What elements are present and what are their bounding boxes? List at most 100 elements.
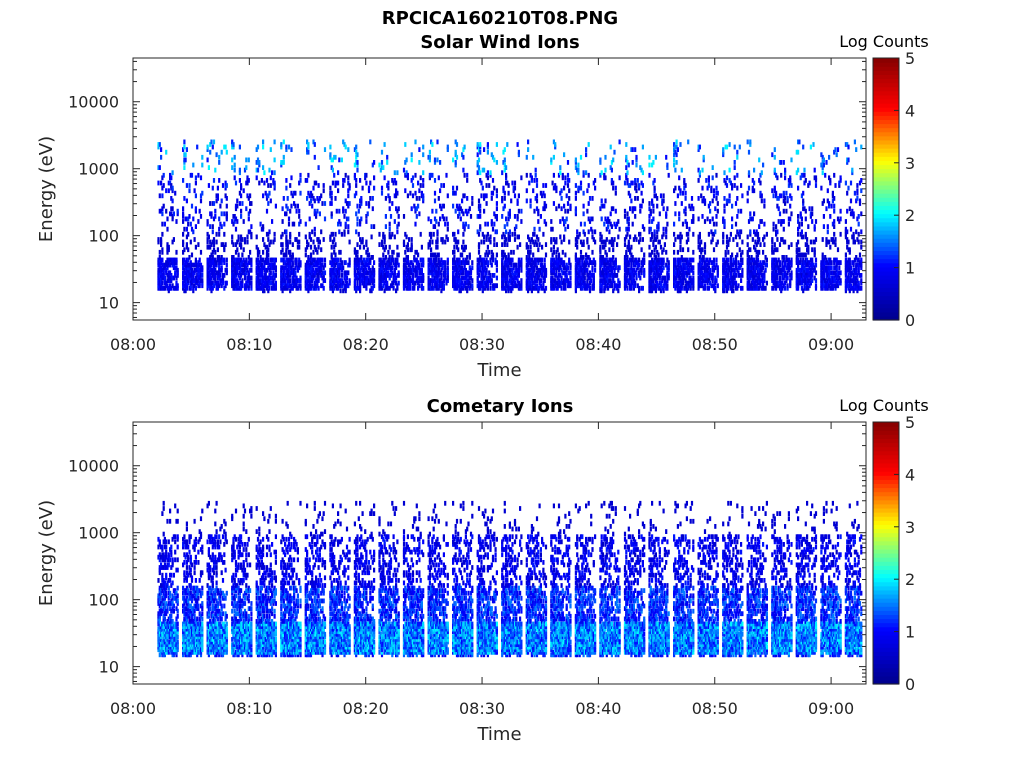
data-cell [623, 180, 627, 186]
data-cell [599, 157, 602, 163]
data-cell [272, 178, 275, 183]
data-cell [207, 278, 210, 283]
data-cell [582, 255, 585, 260]
data-cell [263, 280, 266, 286]
data-cell [161, 249, 164, 255]
data-cell [273, 231, 276, 237]
data-cell [284, 285, 287, 291]
data-cell [218, 160, 221, 165]
data-cell [707, 183, 710, 188]
data-cell [431, 208, 434, 214]
data-cell [495, 188, 498, 194]
data-cell [569, 203, 572, 209]
data-cell [741, 257, 744, 263]
data-cell [188, 270, 191, 276]
data-cell [361, 237, 364, 242]
data-cell [520, 208, 523, 214]
data-cell [194, 267, 197, 273]
data-cell [284, 280, 287, 286]
data-cell [271, 285, 274, 291]
data-cell [236, 267, 239, 273]
data-cell [289, 234, 292, 240]
data-cell [759, 180, 762, 186]
data-cell [334, 196, 337, 201]
data-cell [418, 211, 421, 217]
data-cell [680, 201, 683, 206]
data-cell [469, 214, 473, 219]
data-cell [185, 270, 188, 276]
data-cell [626, 211, 629, 217]
data-cell [282, 267, 285, 273]
data-cell [291, 193, 294, 199]
data-cell [364, 270, 367, 276]
data-cell [184, 285, 187, 291]
data-cell [422, 193, 425, 199]
data-cell [269, 270, 272, 276]
data-cell [317, 265, 320, 271]
data-cell [170, 211, 173, 217]
data-cell [188, 183, 191, 188]
data-cell [329, 278, 332, 283]
data-cell [206, 280, 209, 286]
data-cell [586, 267, 589, 273]
data-cell [304, 221, 307, 227]
data-cell [286, 262, 289, 268]
data-cell [658, 239, 661, 245]
data-cell [532, 252, 535, 258]
data-cell [250, 234, 253, 240]
data-cell [684, 183, 687, 188]
data-cell [315, 260, 318, 265]
data-cell [308, 193, 311, 199]
data-cell [274, 257, 277, 263]
data-cell [294, 265, 297, 271]
data-cell [182, 211, 185, 217]
data-cell [250, 262, 253, 268]
data-cell [652, 203, 655, 209]
data-cell [215, 231, 218, 237]
data-cell [371, 255, 374, 260]
data-cell [442, 216, 445, 222]
data-cell [333, 257, 336, 263]
data-cell [342, 183, 345, 188]
data-cell [307, 144, 310, 150]
data-cell [366, 247, 369, 253]
data-cell [194, 285, 197, 291]
data-cell [250, 285, 253, 291]
data-cell [634, 196, 637, 201]
data-cell [282, 265, 285, 271]
data-cell [223, 221, 226, 227]
data-cell [296, 267, 299, 273]
data-cell [296, 285, 299, 291]
data-cell [190, 252, 194, 258]
data-cell [343, 214, 346, 219]
data-cell [616, 273, 619, 278]
data-cell [318, 239, 321, 245]
data-cell [370, 234, 373, 240]
data-cell [265, 255, 269, 260]
data-cell [387, 249, 390, 255]
data-cell [169, 211, 172, 217]
data-cell [331, 257, 334, 263]
data-cell [199, 273, 203, 278]
data-cell [231, 257, 234, 263]
data-cell [684, 190, 687, 196]
data-cell [468, 252, 471, 258]
data-cell [160, 285, 163, 291]
data-cell [307, 260, 310, 265]
data-cell [255, 244, 258, 250]
data-cell [182, 206, 185, 212]
data-cell [489, 285, 492, 291]
data-cell [250, 201, 253, 206]
data-cell [210, 285, 213, 291]
data-cell [520, 175, 523, 181]
data-cell [379, 265, 382, 271]
data-cell [267, 231, 270, 237]
data-cell [583, 231, 586, 237]
data-cell [171, 188, 174, 194]
data-cell [307, 267, 310, 273]
data-cell [234, 249, 238, 255]
data-cell [692, 275, 695, 281]
data-cell [343, 283, 346, 289]
data-cell [157, 283, 160, 289]
data-cell [594, 178, 597, 183]
